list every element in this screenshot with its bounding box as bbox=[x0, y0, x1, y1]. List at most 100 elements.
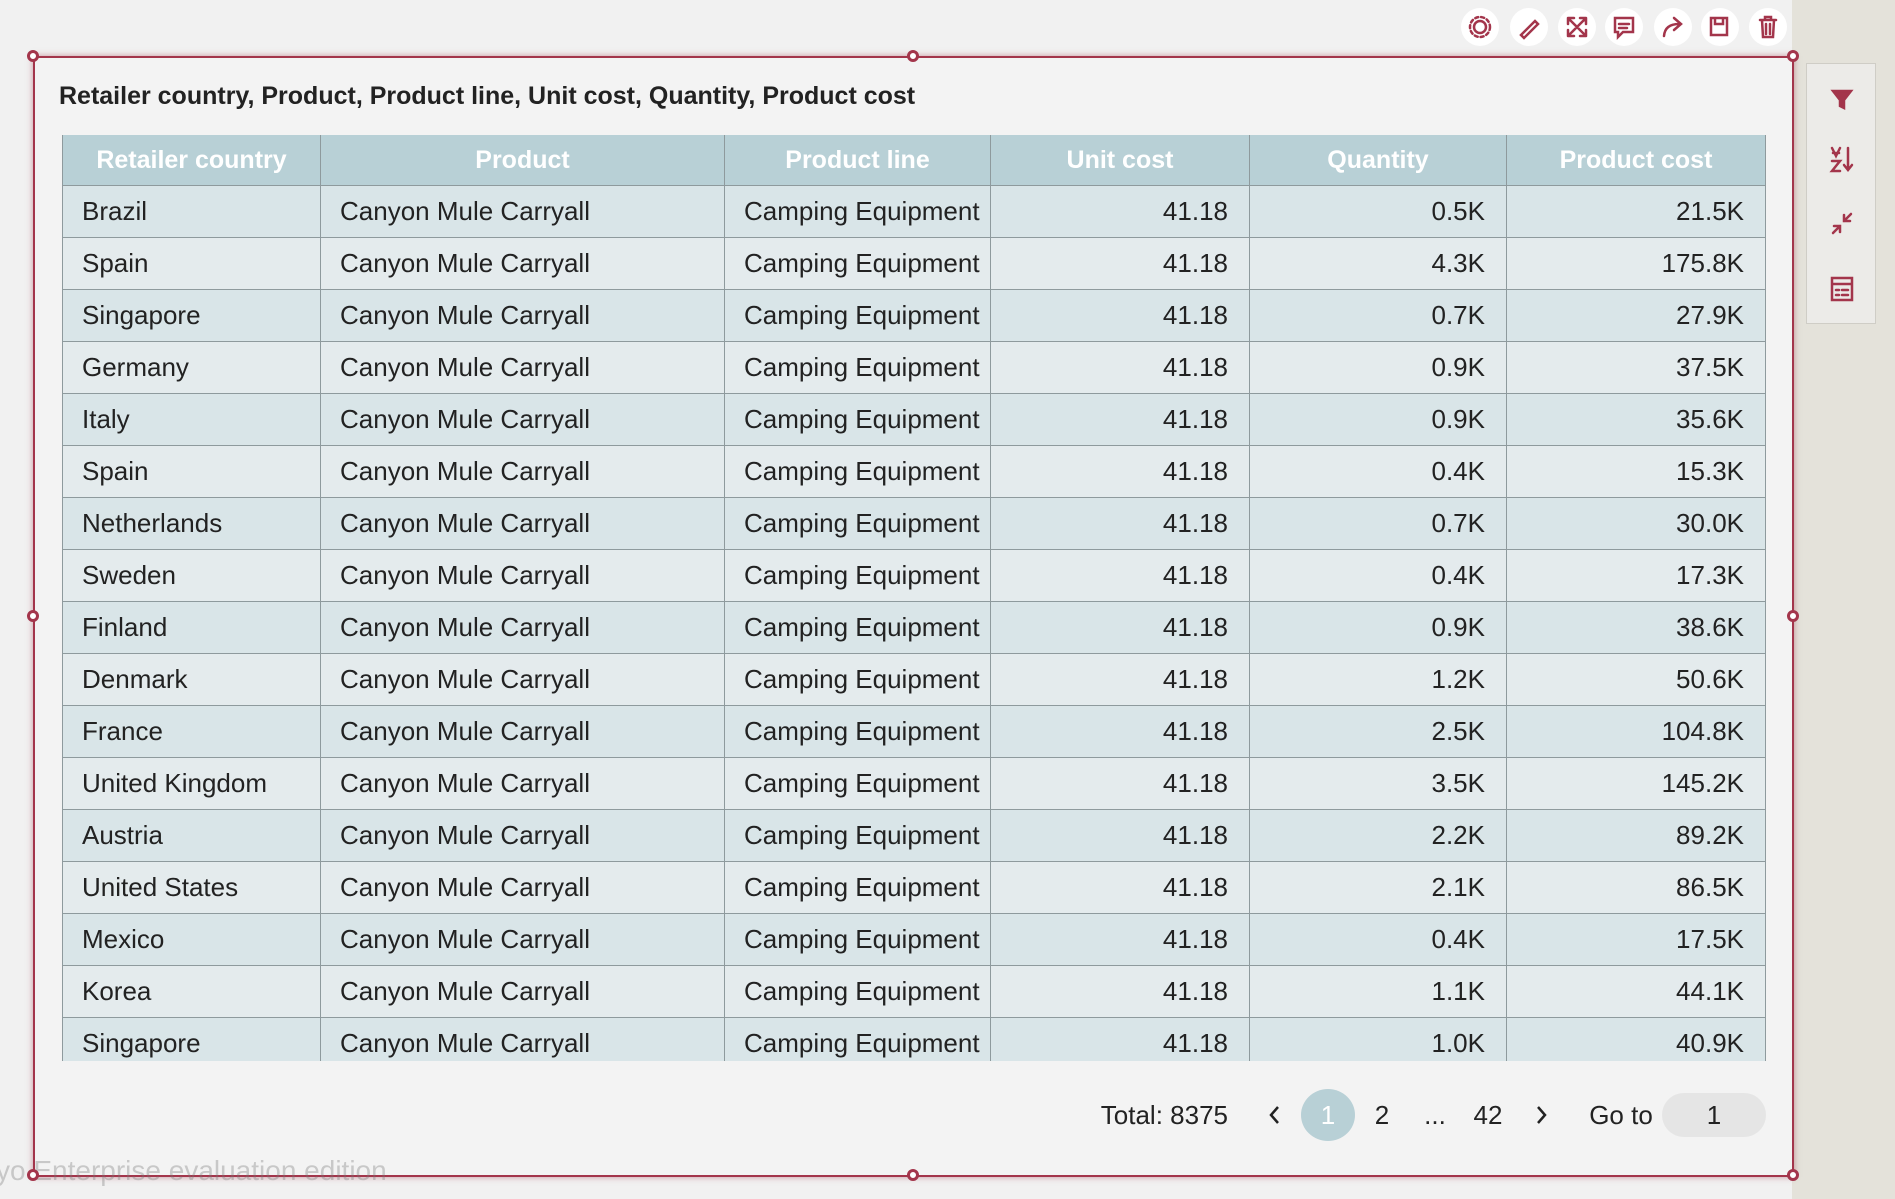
table-cell: 1.1K bbox=[1250, 966, 1507, 1018]
resize-handle[interactable] bbox=[27, 50, 39, 62]
table-cell: 35.6K bbox=[1507, 394, 1766, 446]
table-cell: Canyon Mule Carryall bbox=[321, 446, 725, 498]
resize-handle[interactable] bbox=[907, 50, 919, 62]
sort-icon[interactable] bbox=[1829, 146, 1854, 173]
table-cell: 86.5K bbox=[1507, 862, 1766, 914]
edit-icon[interactable] bbox=[1519, 19, 1540, 40]
data-table: Retailer country Product Product line Unit … bbox=[62, 135, 1766, 1061]
table-cell: Camping Equipment bbox=[725, 758, 991, 810]
table-cell: 50.6K bbox=[1507, 654, 1766, 706]
toolbar bbox=[1461, 8, 1787, 46]
table-cell: 175.8K bbox=[1507, 238, 1766, 290]
table-cell: Canyon Mule Carryall bbox=[321, 394, 725, 446]
fullscreen-icon[interactable] bbox=[1566, 16, 1588, 38]
total-count: Total: 8375 bbox=[1100, 1100, 1228, 1130]
pagination: Total: 8375 1 2... 42 Go to 1 bbox=[0, 1089, 1895, 1141]
table-cell: Camping Equipment bbox=[725, 290, 991, 342]
column-header[interactable]: Product line bbox=[725, 135, 991, 186]
table-cell: 1.2K bbox=[1250, 654, 1507, 706]
table-cell: 21.5K bbox=[1507, 186, 1766, 238]
table-cell: Italy bbox=[62, 394, 321, 446]
table-cell: 17.5K bbox=[1507, 914, 1766, 966]
table-cell: 27.9K bbox=[1507, 290, 1766, 342]
table-cell: Netherlands bbox=[62, 498, 321, 550]
settings-icon[interactable] bbox=[1472, 19, 1488, 35]
resize-handle[interactable] bbox=[27, 1169, 39, 1181]
table-cell: Singapore bbox=[62, 290, 321, 342]
table-cell: 89.2K bbox=[1507, 810, 1766, 862]
table-cell: 41.18 bbox=[991, 758, 1250, 810]
table-cell: 3.5K bbox=[1250, 758, 1507, 810]
table-cell: Denmark bbox=[62, 654, 321, 706]
table-cell: Korea bbox=[62, 966, 321, 1018]
table-cell: Camping Equipment bbox=[725, 1018, 991, 1061]
comment-icon[interactable] bbox=[1613, 16, 1635, 41]
table-cell: Singapore bbox=[62, 1018, 321, 1061]
share-icon[interactable] bbox=[1662, 16, 1683, 38]
table-cell: 37.5K bbox=[1507, 342, 1766, 394]
table-cell: Camping Equipment bbox=[725, 446, 991, 498]
collapse-icon[interactable] bbox=[1831, 212, 1853, 235]
table-cell: 41.18 bbox=[991, 654, 1250, 706]
table-cell: Canyon Mule Carryall bbox=[321, 550, 725, 602]
table-cell: 0.7K bbox=[1250, 290, 1507, 342]
table-cell: 0.5K bbox=[1250, 186, 1507, 238]
column-header[interactable]: Quantity bbox=[1250, 135, 1507, 186]
resize-handle[interactable] bbox=[907, 1169, 919, 1181]
column-header[interactable]: Retailer country bbox=[62, 135, 321, 186]
page-arrow[interactable] bbox=[1531, 1089, 1551, 1141]
resize-handle[interactable] bbox=[1787, 1169, 1799, 1181]
column-header[interactable]: Product bbox=[321, 135, 725, 186]
table-cell: 2.5K bbox=[1250, 706, 1507, 758]
table-cell: Canyon Mule Carryall bbox=[321, 290, 725, 342]
table-cell: Germany bbox=[62, 342, 321, 394]
table-cell: Camping Equipment bbox=[725, 966, 991, 1018]
page-button[interactable]: 42 bbox=[1473, 1100, 1503, 1130]
table-cell: Camping Equipment bbox=[725, 342, 991, 394]
resize-handle[interactable] bbox=[27, 610, 39, 622]
table-cell: 104.8K bbox=[1507, 706, 1766, 758]
goto-input[interactable]: 1 bbox=[1662, 1093, 1766, 1137]
detail-icon[interactable] bbox=[1830, 276, 1854, 302]
table-cell: 41.18 bbox=[991, 342, 1250, 394]
table-cell: Mexico bbox=[62, 914, 321, 966]
resize-handle[interactable] bbox=[1787, 50, 1799, 62]
table-cell: 0.9K bbox=[1250, 394, 1507, 446]
table-cell: Canyon Mule Carryall bbox=[321, 1018, 725, 1061]
page-button[interactable]: ... bbox=[1424, 1100, 1446, 1130]
filter-icon[interactable] bbox=[1830, 89, 1854, 111]
table-cell: 41.18 bbox=[991, 498, 1250, 550]
page-button[interactable]: 1 bbox=[1301, 1089, 1355, 1141]
export-icon[interactable] bbox=[1709, 16, 1729, 37]
table-cell: 1.0K bbox=[1250, 1018, 1507, 1061]
column-header[interactable]: Product cost bbox=[1507, 135, 1766, 186]
table-cell: 41.18 bbox=[991, 550, 1250, 602]
table-cell: Camping Equipment bbox=[725, 862, 991, 914]
table-cell: Canyon Mule Carryall bbox=[321, 706, 725, 758]
table-cell: 41.18 bbox=[991, 706, 1250, 758]
table-cell: Canyon Mule Carryall bbox=[321, 810, 725, 862]
table-cell: 0.4K bbox=[1250, 550, 1507, 602]
resize-handle[interactable] bbox=[1787, 610, 1799, 622]
table-cell: United States bbox=[62, 862, 321, 914]
table-cell: Camping Equipment bbox=[725, 810, 991, 862]
table-cell: Canyon Mule Carryall bbox=[321, 862, 725, 914]
table-cell: Camping Equipment bbox=[725, 394, 991, 446]
table-cell: Camping Equipment bbox=[725, 550, 991, 602]
table-cell: 0.9K bbox=[1250, 342, 1507, 394]
table-cell: United Kingdom bbox=[62, 758, 321, 810]
table-cell: 41.18 bbox=[991, 966, 1250, 1018]
page-arrow[interactable] bbox=[1265, 1089, 1285, 1141]
table-cell: 15.3K bbox=[1507, 446, 1766, 498]
table-cell: 0.4K bbox=[1250, 446, 1507, 498]
table-cell: 0.4K bbox=[1250, 914, 1507, 966]
side-icons bbox=[1829, 89, 1854, 302]
page-button[interactable]: 2 bbox=[1374, 1100, 1390, 1130]
table-cell: Camping Equipment bbox=[725, 706, 991, 758]
column-header[interactable]: Unit cost bbox=[991, 135, 1250, 186]
table-cell: Camping Equipment bbox=[725, 186, 991, 238]
table-cell: Canyon Mule Carryall bbox=[321, 758, 725, 810]
delete-icon[interactable] bbox=[1758, 15, 1778, 39]
table-cell: 41.18 bbox=[991, 862, 1250, 914]
